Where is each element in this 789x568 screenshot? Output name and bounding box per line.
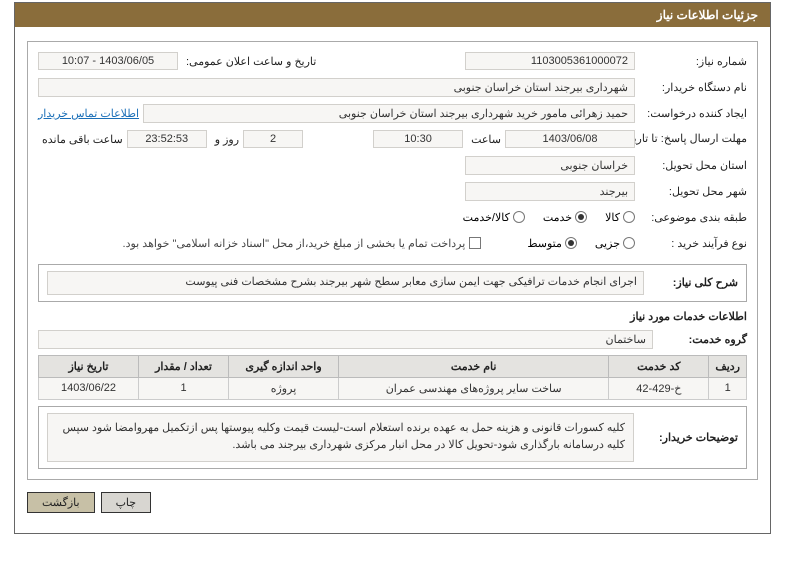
need-desc-row: شرح کلی نیاز: اجرای انجام خدمات ترافیکی … <box>38 264 747 302</box>
purchase-type-option[interactable]: جزیی <box>595 237 635 250</box>
row-service-group: گروه خدمت: ساختمان <box>38 329 747 351</box>
table-cell: 1 <box>709 377 747 399</box>
subject-class-option[interactable]: کالا <box>605 211 635 224</box>
table-column-header: تعداد / مقدار <box>139 355 229 377</box>
table-column-header: نام خدمت <box>339 355 609 377</box>
field-deadline-time: 10:30 <box>373 130 463 148</box>
radio-icon <box>565 237 577 249</box>
label-deadline: مهلت ارسال پاسخ: تا تاریخ: <box>639 132 747 146</box>
table-header-row: ردیفکد خدمتنام خدمتواحد اندازه گیریتعداد… <box>39 355 747 377</box>
label-need-no: شماره نیاز: <box>639 55 747 68</box>
radio-icon <box>623 211 635 223</box>
label-buyer-notes: توضیحات خریدار: <box>642 431 738 444</box>
field-deadline-date: 1403/06/08 <box>505 130 635 148</box>
row-buyer-org: نام دستگاه خریدار: شهرداری بیرجند استان … <box>38 76 747 98</box>
table-column-header: واحد اندازه گیری <box>229 355 339 377</box>
back-button[interactable]: بازگشت <box>27 492 95 513</box>
purchase-type-label: جزیی <box>595 237 620 250</box>
label-city: شهر محل تحویل: <box>639 185 747 198</box>
label-subject-class: طبقه بندی موضوعی: <box>639 211 747 224</box>
field-need-desc: اجرای انجام خدمات ترافیکی جهت ایمن سازی … <box>47 271 644 295</box>
row-need-no: شماره نیاز: 1103005361000072 تاریخ و ساع… <box>38 50 747 72</box>
table-cell: 1403/06/22 <box>39 377 139 399</box>
treasury-checkbox[interactable] <box>469 237 481 249</box>
field-province: خراسان جنوبی <box>465 156 635 175</box>
panel-title: جزئیات اطلاعات نیاز <box>15 3 770 27</box>
services-table: ردیفکد خدمتنام خدمتواحد اندازه گیریتعداد… <box>38 355 747 400</box>
row-subject-class: طبقه بندی موضوعی: کالا خدمت کالا/خدمت <box>38 206 747 228</box>
field-announce: 1403/06/05 - 10:07 <box>38 52 178 70</box>
table-cell: پروژه <box>229 377 339 399</box>
table-cell: 1 <box>139 377 229 399</box>
purchase-type-option[interactable]: متوسط <box>527 237 577 250</box>
subject-class-option[interactable]: کالا/خدمت <box>463 211 525 224</box>
table-cell: خ-429-42 <box>609 377 709 399</box>
row-province: استان محل تحویل: خراسان جنوبی <box>38 154 747 176</box>
label-service-group: گروه خدمت: <box>657 333 747 346</box>
buyer-contact-link[interactable]: اطلاعات تماس خریدار <box>38 107 139 120</box>
radio-icon <box>513 211 525 223</box>
row-requester: ایجاد کننده درخواست: حمید زهرائی مامور خ… <box>38 102 747 124</box>
field-need-no: 1103005361000072 <box>465 52 635 70</box>
buyer-notes-text: کلیه کسورات قانونی و هزینه حمل به عهده ب… <box>47 413 634 462</box>
label-purchase-type: نوع فرآیند خرید : <box>639 237 747 250</box>
subject-class-label: کالا <box>605 211 620 224</box>
label-announce: تاریخ و ساعت اعلان عمومی: <box>182 55 316 68</box>
button-row: چاپ بازگشت <box>27 490 758 519</box>
field-time-left: 23:52:53 <box>127 130 207 148</box>
subject-class-label: کالا/خدمت <box>463 211 510 224</box>
table-row: 1خ-429-42ساخت سایر پروژه‌های مهندسی عمرا… <box>39 377 747 399</box>
label-requester: ایجاد کننده درخواست: <box>639 107 747 120</box>
field-city: بیرجند <box>465 182 635 201</box>
services-info-title: اطلاعات خدمات مورد نیاز <box>38 310 747 323</box>
table-column-header: ردیف <box>709 355 747 377</box>
radio-icon <box>623 237 635 249</box>
label-buyer-org: نام دستگاه خریدار: <box>639 81 747 94</box>
row-city: شهر محل تحویل: بیرجند <box>38 180 747 202</box>
label-time-left: ساعت باقی مانده <box>38 133 123 146</box>
table-cell: ساخت سایر پروژه‌های مهندسی عمران <box>339 377 609 399</box>
table-column-header: تاریخ نیاز <box>39 355 139 377</box>
field-buyer-org: شهرداری بیرجند استان خراسان جنوبی <box>38 78 635 97</box>
field-service-group: ساختمان <box>38 330 653 349</box>
label-hour: ساعت <box>467 133 501 146</box>
row-purchase-type: نوع فرآیند خرید : جزیی متوسط پرداخت تمام … <box>38 232 747 254</box>
table-column-header: کد خدمت <box>609 355 709 377</box>
subject-class-group: کالا خدمت کالا/خدمت <box>447 211 635 224</box>
print-button[interactable]: چاپ <box>101 492 152 513</box>
row-deadline: مهلت ارسال پاسخ: تا تاریخ: 1403/06/08 سا… <box>38 128 747 150</box>
subject-class-option[interactable]: خدمت <box>543 211 587 224</box>
purchase-type-group: جزیی متوسط <box>511 237 635 250</box>
label-need-desc: شرح کلی نیاز: <box>648 276 738 289</box>
subject-class-label: خدمت <box>543 211 572 224</box>
main-details-box: شماره نیاز: 1103005361000072 تاریخ و ساع… <box>27 41 758 480</box>
radio-icon <box>575 211 587 223</box>
label-province: استان محل تحویل: <box>639 159 747 172</box>
label-days-and: روز و <box>211 133 239 146</box>
details-panel: جزئیات اطلاعات نیاز شماره نیاز: 11030053… <box>14 2 771 534</box>
label-treasury-note: پرداخت تمام یا بخشی از مبلغ خرید،از محل … <box>119 237 466 250</box>
field-requester: حمید زهرائی مامور خرید شهرداری بیرجند اس… <box>143 104 635 123</box>
buyer-notes-box: توضیحات خریدار: کلیه کسورات قانونی و هزی… <box>38 406 747 469</box>
field-days-left: 2 <box>243 130 303 148</box>
purchase-type-label: متوسط <box>527 237 562 250</box>
